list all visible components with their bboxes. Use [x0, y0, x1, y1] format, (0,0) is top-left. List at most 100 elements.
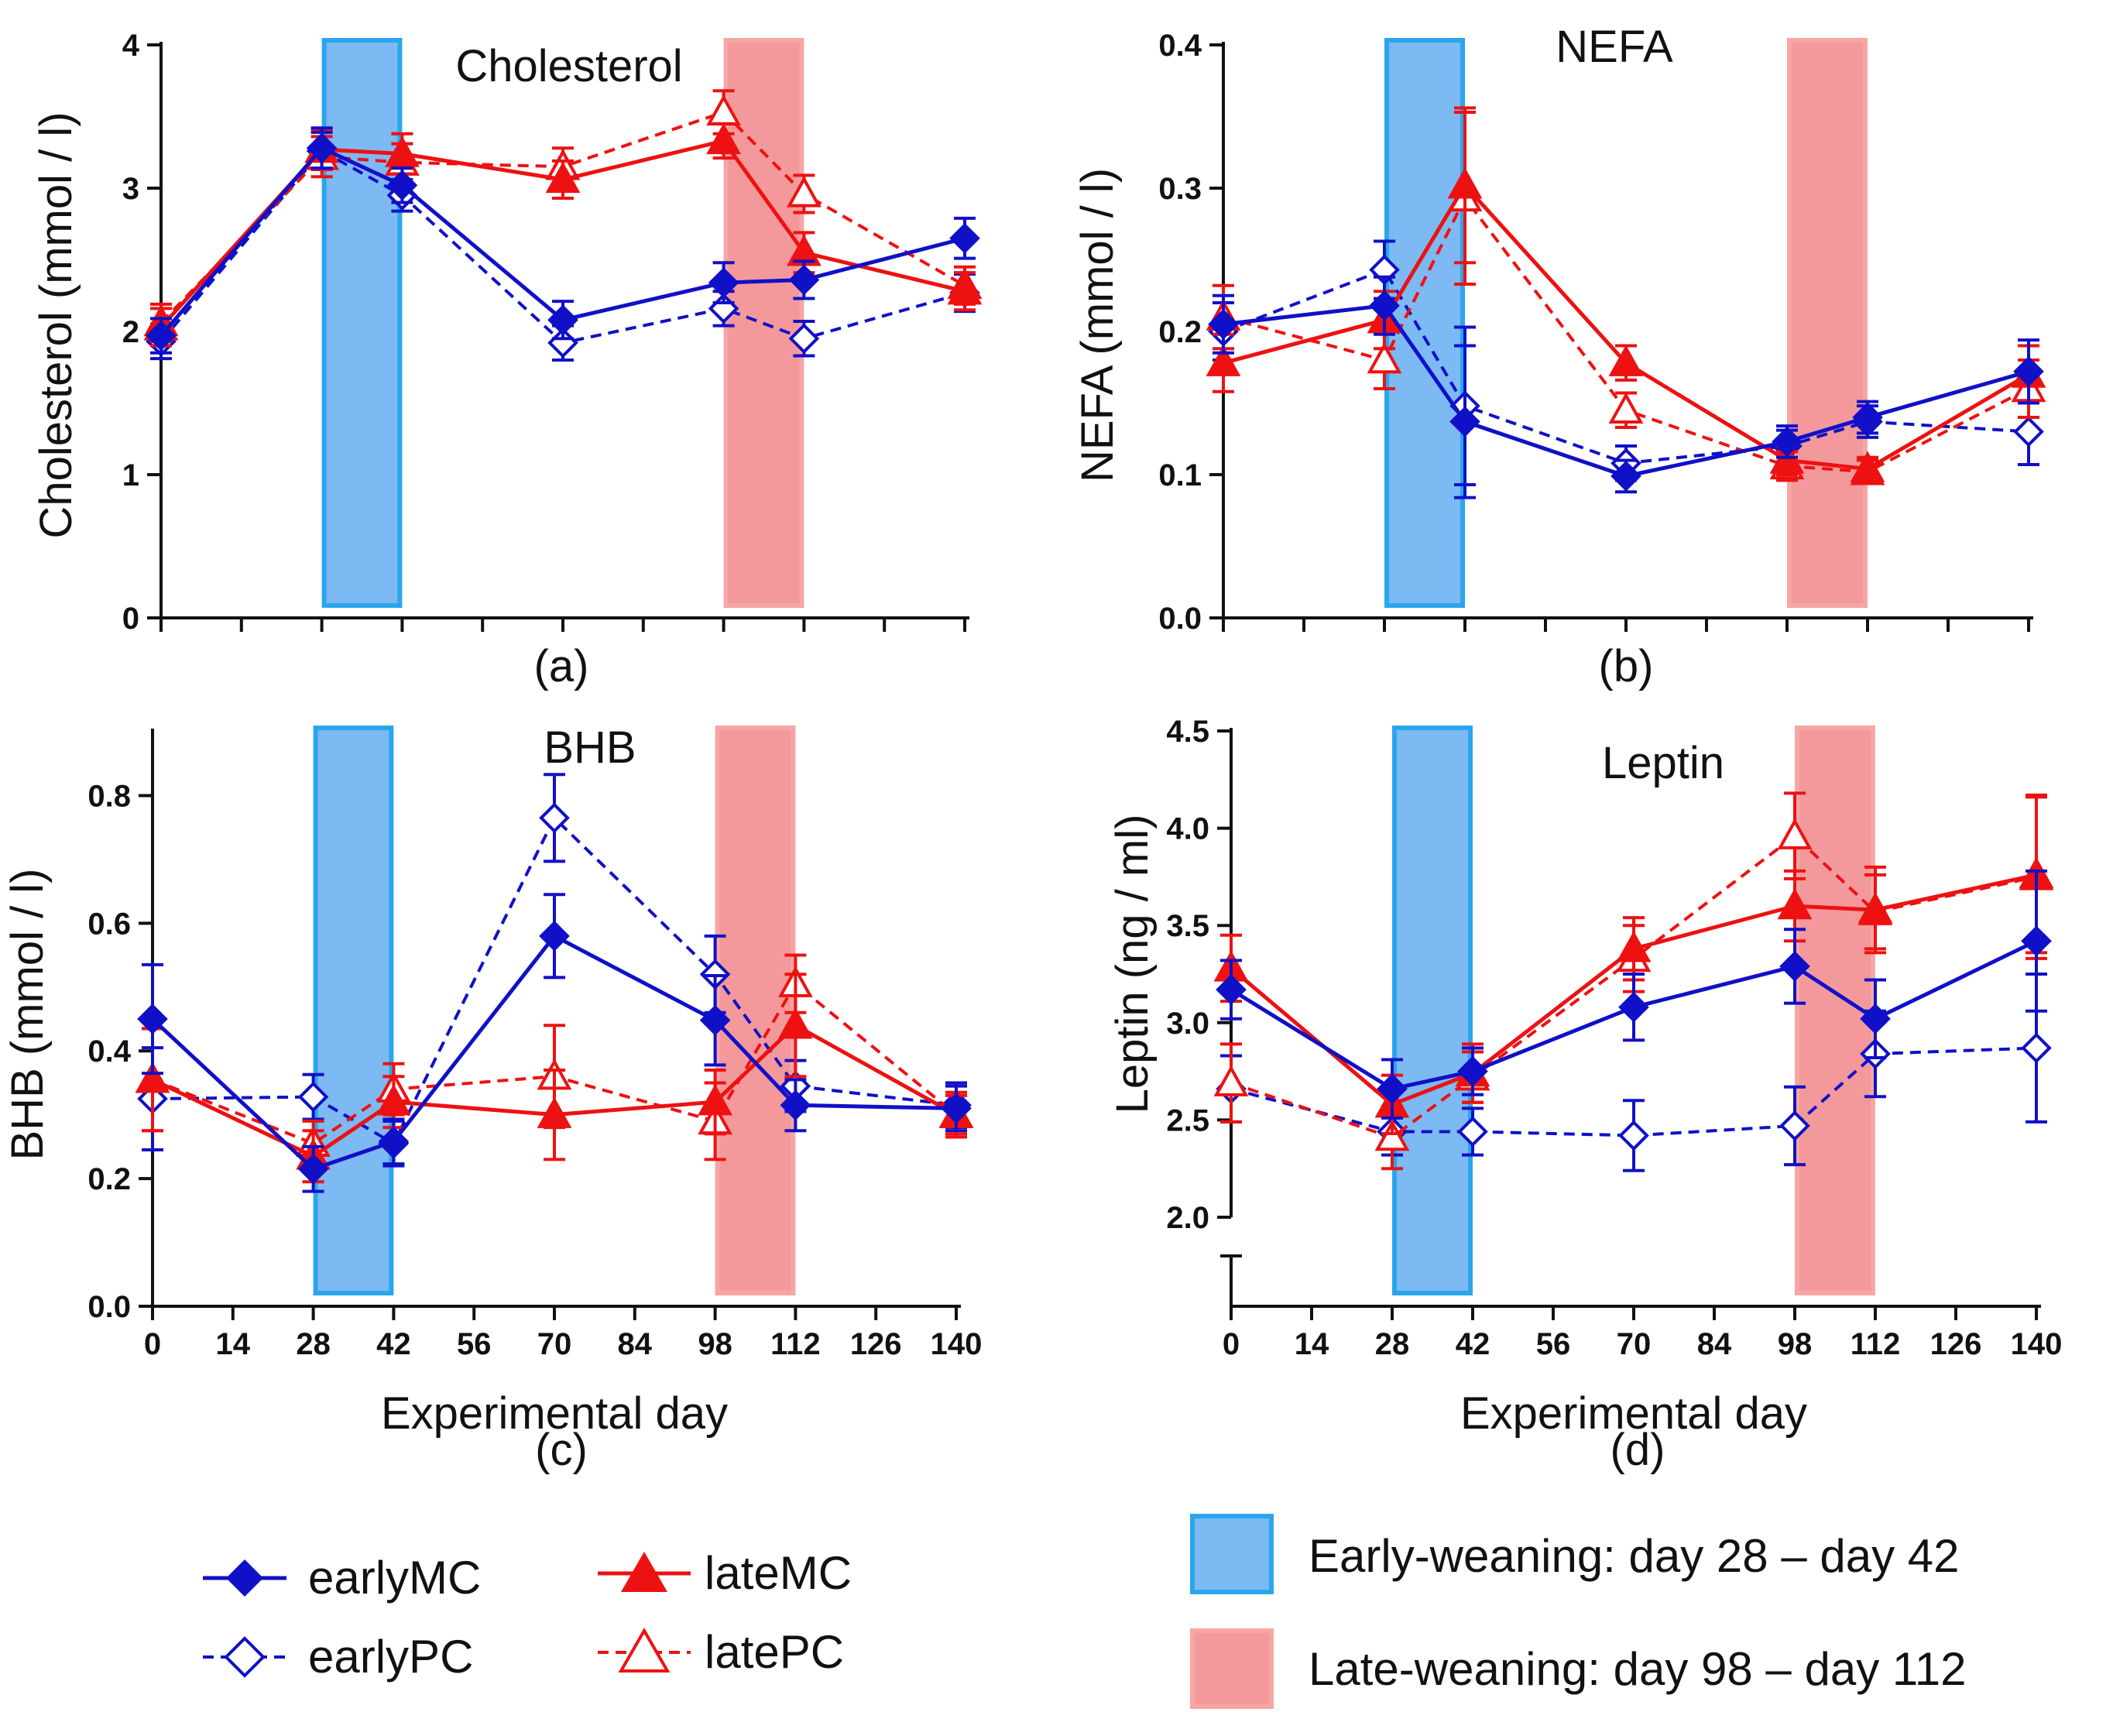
early-weaning-band: [321, 38, 403, 608]
x-tick-label: 98: [698, 1327, 732, 1361]
data-point: [539, 920, 570, 952]
data-point: [539, 802, 570, 834]
panel-label: (a): [534, 641, 589, 691]
data-point: [1618, 991, 1649, 1023]
data-point: [787, 176, 822, 208]
series-latemc: [1213, 795, 2054, 1135]
series-latepc: [1206, 110, 2046, 485]
x-tick-label: 126: [1930, 1327, 1982, 1361]
chart-panel-c: 0.0 0.2 0.4 0.6 0.8 0 14 28 42 56 70 84 98 112 126 140 B…: [2, 722, 982, 1475]
x-tick-label: 98: [1778, 1327, 1813, 1361]
data-point: [1618, 1120, 1649, 1151]
data-point: [386, 170, 418, 201]
y-tick-label: 0.3: [1158, 172, 1202, 206]
data-point: [545, 161, 581, 194]
y-tick-label: 0.4: [87, 1034, 131, 1069]
data-point: [1447, 167, 1483, 199]
data-point: [788, 264, 820, 296]
legend-swatch-earlypc-marker: [224, 1636, 266, 1678]
y-tick-label: 0.8: [87, 779, 131, 813]
x-tick-label: 126: [850, 1327, 902, 1361]
x-tick-label: 70: [537, 1327, 572, 1361]
legend-swatch-latemc-marker: [621, 1552, 667, 1592]
data-point: [1608, 345, 1644, 376]
x-tick-label: 42: [1456, 1327, 1490, 1361]
data-point: [941, 1093, 972, 1124]
x-tick-label: 56: [1536, 1327, 1571, 1361]
data-point: [537, 1096, 572, 1128]
data-point: [2013, 416, 2044, 448]
data-point: [1852, 402, 1883, 433]
late-weaning-band: [715, 726, 796, 1295]
legend-label-earlymc: earlyMC: [308, 1552, 481, 1604]
chart-title: Cholesterol: [455, 41, 682, 91]
chart-title: NEFA: [1556, 22, 1673, 72]
chart-title: Leptin: [1602, 738, 1724, 788]
x-tick-label: 70: [1617, 1327, 1652, 1361]
x-tick-label: 42: [376, 1327, 411, 1361]
data-point: [547, 304, 578, 336]
y-tick-label: 0.6: [87, 907, 131, 941]
panel-label: (b): [1599, 641, 1654, 691]
data-point: [2021, 925, 2052, 957]
series-earlymc: [137, 893, 972, 1193]
x-tick-label: 84: [1697, 1327, 1732, 1361]
data-point: [1457, 1116, 1488, 1148]
data-point: [1777, 818, 1813, 849]
data-point: [1206, 345, 1241, 376]
x-tick-label: 84: [618, 1327, 653, 1361]
y-tick-label: 0: [122, 602, 139, 636]
legend-swatch-earlymc-marker: [226, 1559, 263, 1597]
x-axis-label: Experimental day: [1460, 1388, 1807, 1439]
legend-swatch-latepc-marker: [618, 1627, 671, 1673]
data-point: [1377, 1073, 1408, 1105]
chart-panel-a: 0 1 2 3 4 Cholesterol (a) Cholesterol (mmol / l…: [31, 29, 983, 691]
chart-panel-b: 0.0 0.1 0.2 0.3 0.4 NEFA (b) NEFA (mmol / l): [1072, 22, 2046, 691]
series-line: [1223, 195, 2029, 474]
data-point: [1608, 392, 1644, 424]
series-line: [160, 110, 966, 324]
data-point: [1850, 451, 1885, 482]
data-point: [137, 1004, 168, 1034]
series-latemc: [135, 973, 974, 1184]
data-point: [947, 273, 983, 305]
y-tick-label: 0.4: [1158, 29, 1202, 63]
y-tick-label: 0.2: [1158, 315, 1202, 349]
legend-label-earlypc: earlyPC: [308, 1631, 473, 1683]
data-point: [1772, 426, 1803, 458]
data-point: [698, 1084, 732, 1116]
x-tick-label: 28: [296, 1327, 331, 1361]
x-tick-label: 140: [931, 1327, 983, 1361]
data-point: [297, 1081, 329, 1113]
series-earlymc: [146, 126, 980, 355]
late-weaning-band: [1787, 38, 1868, 608]
data-point: [378, 1126, 410, 1158]
data-point: [146, 320, 177, 352]
x-tick-label: 0: [1223, 1327, 1240, 1361]
chart-panels: 0 1 2 3 4 Cholesterol (a) Cholesterol (mmol / l…: [2, 22, 2062, 1475]
data-point: [2021, 1032, 2052, 1064]
x-tick-label: 140: [2011, 1327, 2063, 1361]
legend: earlyMC earlyPC lateMC latePC Early-wean…: [203, 1514, 1967, 1709]
y-tick-label: 0.0: [1158, 602, 1202, 636]
data-point: [949, 222, 980, 254]
x-tick-label: 112: [770, 1327, 821, 1361]
legend-label-early-weaning: Early-weaning: day 28 – day 42: [1309, 1530, 1960, 1582]
panel-label: (c): [535, 1425, 588, 1475]
y-tick-label: 0.1: [1158, 458, 1202, 492]
y-tick-label: 2.5: [1166, 1103, 1209, 1137]
data-point: [706, 122, 741, 155]
data-point: [1449, 406, 1480, 437]
y-tick-label: 1: [122, 458, 139, 492]
series-earlymc: [1216, 869, 2052, 1120]
legend-label-late-weaning: Late-weaning: day 98 – day 112: [1309, 1643, 1967, 1695]
data-point: [699, 1004, 731, 1036]
series-earlymc: [1208, 275, 2044, 499]
data-point: [1610, 461, 1641, 492]
data-point: [1457, 1055, 1488, 1087]
data-point: [306, 132, 338, 164]
early-weaning-band: [1392, 726, 1473, 1295]
y-tick-label: 3.5: [1166, 909, 1209, 943]
y-axis-label: Leptin (ng / ml): [1107, 815, 1158, 1114]
